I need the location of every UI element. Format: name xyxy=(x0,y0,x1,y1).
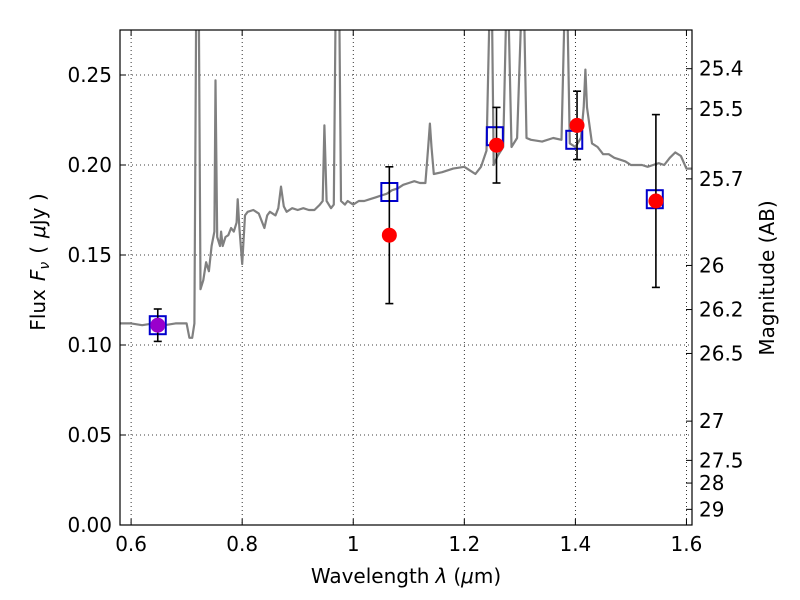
grid-lines xyxy=(120,30,692,526)
x-tick-label: 0.6 xyxy=(115,532,147,556)
mag-tick-label: 29 xyxy=(699,497,724,521)
axis-ticks: 0.6 0.8 1 1.2 1.4 1.6 0.00 0.05 0.10 0.15 0.20 0.25… xyxy=(67,30,744,556)
mag-tick-label: 27.5 xyxy=(699,448,744,472)
observed-photometry-markers xyxy=(150,90,664,343)
y-tick-label: 0.25 xyxy=(67,63,112,87)
y-axis-label: FluxFν(μJy ) xyxy=(26,193,53,330)
x-tick-label: 1 xyxy=(347,532,360,556)
y-tick-label: 0.10 xyxy=(67,333,112,357)
x-tick-label: 1.6 xyxy=(671,532,703,556)
model-photometry-markers xyxy=(148,126,664,336)
mag-tick-label: 28 xyxy=(699,471,724,495)
y-tick-label: 0.20 xyxy=(67,153,112,177)
mag-tick-label: 25.4 xyxy=(699,57,744,81)
observed-point xyxy=(569,117,585,133)
mag-tick-label: 25.5 xyxy=(699,97,744,121)
x-tick-label: 1.2 xyxy=(448,532,480,556)
mag-tick-label: 25.7 xyxy=(699,167,744,191)
mag-tick-label: 26 xyxy=(699,253,724,277)
plot-frame xyxy=(119,29,693,526)
mag-tick-label: 27 xyxy=(699,409,724,433)
x-tick-label: 0.8 xyxy=(226,532,258,556)
x-axis-label: Wavelength λ (μm) xyxy=(311,564,501,588)
model-spectrum-line xyxy=(120,30,692,339)
y-tick-label: 0.05 xyxy=(67,423,112,447)
x-tick-label: 1.4 xyxy=(559,532,591,556)
observed-point xyxy=(648,193,664,209)
observed-point xyxy=(381,227,397,243)
mag-tick-label: 26.5 xyxy=(699,341,744,365)
observed-point xyxy=(489,137,505,153)
observed-point xyxy=(150,317,166,333)
y-tick-label: 0.15 xyxy=(67,243,112,267)
magnitude-axis-label: Magnitude (AB) xyxy=(755,200,779,355)
mag-tick-label: 26.2 xyxy=(699,298,744,322)
y-tick-label: 0.00 xyxy=(67,513,112,537)
